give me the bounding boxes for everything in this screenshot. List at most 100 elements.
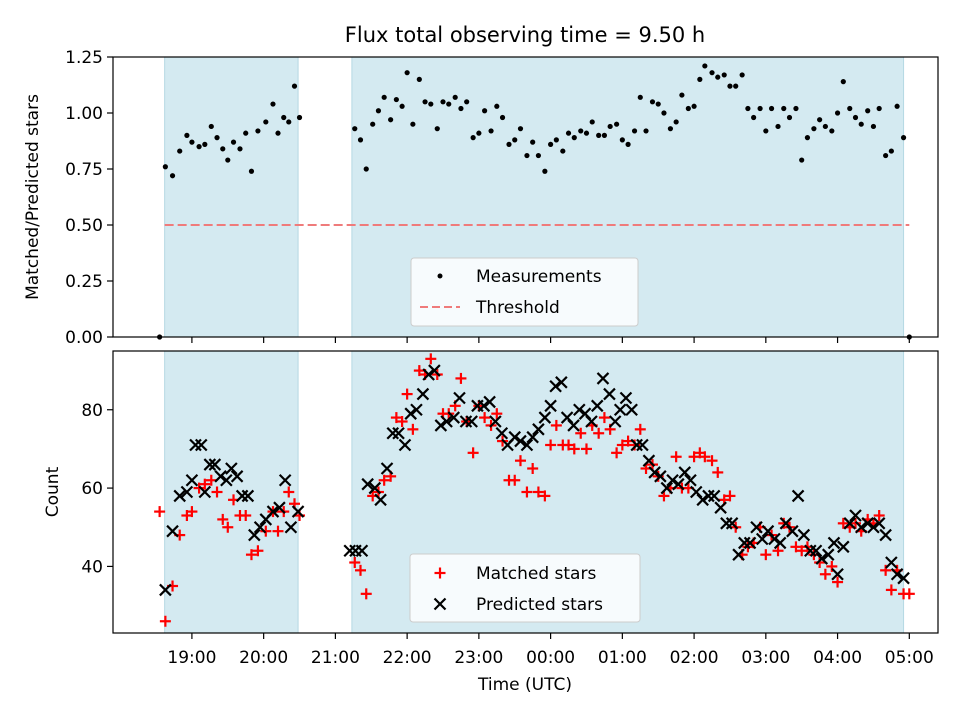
- cross-b: [768, 532, 781, 546]
- matched-star-point: [832, 576, 844, 588]
- predicted-star-point: [398, 438, 412, 452]
- matched-star-point: [245, 549, 257, 561]
- matched-star-point: [772, 545, 784, 557]
- predicted-star-point: [854, 520, 868, 534]
- predicted-star-point: [241, 489, 255, 503]
- ratio-legend-box: [410, 257, 639, 327]
- measurement-point: [625, 141, 631, 147]
- measurement-point: [416, 76, 422, 82]
- predicted-star-point: [203, 458, 217, 471]
- measurement-point: [571, 135, 577, 141]
- measurement-point: [822, 123, 828, 130]
- ratio-y-tick-label: 1.00: [65, 104, 103, 124]
- cross-b: [214, 470, 227, 483]
- predicted-star-point: [791, 489, 805, 503]
- cross-b: [672, 477, 685, 491]
- measurement-point: [177, 148, 183, 154]
- measurement-point: [733, 83, 739, 89]
- matched-star-point: [616, 439, 628, 451]
- predicted-star-point: [273, 501, 286, 514]
- predicted-star-point: [230, 470, 244, 483]
- measurement-point: [702, 63, 708, 69]
- cross-b: [689, 485, 703, 499]
- cross-b: [434, 419, 448, 432]
- measurement-point: [434, 126, 440, 132]
- cross-b: [809, 544, 823, 558]
- measurement-point: [876, 105, 882, 112]
- cross-b: [843, 517, 857, 530]
- predicted-star-point: [861, 517, 874, 530]
- measurement-point: [184, 132, 190, 138]
- predicted-legend-label: Predicted stars: [476, 595, 603, 615]
- matched-star-point: [670, 451, 682, 463]
- predicted-star-point: [867, 520, 880, 534]
- predicted-star-point: [573, 403, 586, 417]
- cross-b: [549, 379, 562, 393]
- matched-star-point: [252, 545, 264, 557]
- cross-b: [684, 473, 697, 487]
- measurement-point: [220, 146, 226, 152]
- count-x-tick-label: 03:00: [741, 648, 790, 668]
- cross-b: [702, 489, 715, 503]
- predicted-star-point: [849, 509, 862, 522]
- measurement-point: [446, 101, 452, 107]
- cross-b: [355, 544, 369, 558]
- matched-star-point: [401, 388, 413, 400]
- cross-b: [827, 536, 841, 550]
- cross-b: [660, 481, 674, 495]
- measurement-point: [470, 135, 476, 141]
- matched-star-point: [611, 447, 623, 459]
- cross-b: [483, 395, 496, 409]
- count-x-tick-label: 00:00: [526, 648, 575, 668]
- cross-b: [198, 485, 212, 499]
- measurement-point: [811, 126, 817, 132]
- cross-b: [416, 387, 430, 401]
- matched-star-point: [790, 541, 802, 553]
- predicted-star-point: [755, 532, 769, 546]
- predicted-star-point: [355, 544, 369, 558]
- cross-b: [738, 536, 751, 550]
- measurement-point: [352, 126, 358, 132]
- ratio-panel: 0.00 0.25 0.50 0.75 1.00 1.25 Matched/Predict…: [23, 48, 939, 348]
- cross-b: [459, 415, 473, 428]
- measurement-points: [157, 63, 912, 340]
- matched-star-point: [425, 353, 437, 365]
- cross-b: [585, 415, 598, 428]
- measurement-point: [548, 141, 554, 147]
- matched-star-point: [688, 451, 700, 463]
- measurement-point: [596, 132, 602, 138]
- predicted-star-point: [291, 505, 305, 518]
- predicted-star-point: [696, 493, 709, 507]
- count-y-ticks: 40 60 80: [81, 401, 113, 577]
- measurement-point: [739, 72, 745, 78]
- predicted-star-point: [278, 473, 292, 487]
- shaded-window: [164, 56, 299, 338]
- predicted-star-point: [831, 567, 844, 581]
- measurement-point: [661, 110, 667, 116]
- predicted-legend-marker: [433, 597, 447, 611]
- cross-b: [613, 403, 627, 417]
- count-x-tick-label: 02:00: [670, 648, 719, 668]
- measurement-point: [858, 121, 864, 127]
- cross-b: [773, 536, 787, 550]
- predicted-star-point: [603, 387, 616, 401]
- measurement-point: [631, 128, 638, 134]
- measurement-point: [637, 94, 643, 100]
- cross-b: [248, 528, 261, 542]
- matched-legend-symbol: [434, 567, 446, 579]
- predicted-star-point: [702, 489, 715, 503]
- measurement-point: [263, 119, 269, 125]
- count-panel: 40 60 80 19:00 20:00 21:00 22:00 23:00 00:00 01:…: [43, 350, 939, 695]
- predicted-star-point: [843, 517, 857, 530]
- predicted-star-point: [410, 403, 423, 417]
- cross-b: [608, 415, 622, 428]
- cross-b: [433, 597, 447, 611]
- cross-b: [849, 509, 862, 522]
- cross-b: [368, 481, 382, 495]
- cross-b: [291, 505, 305, 518]
- measurement-point: [614, 121, 620, 127]
- predicted-star-point: [483, 395, 496, 409]
- matched-star-point: [154, 506, 166, 518]
- predicted-star-point: [821, 548, 835, 561]
- predicted-star-point: [596, 372, 610, 385]
